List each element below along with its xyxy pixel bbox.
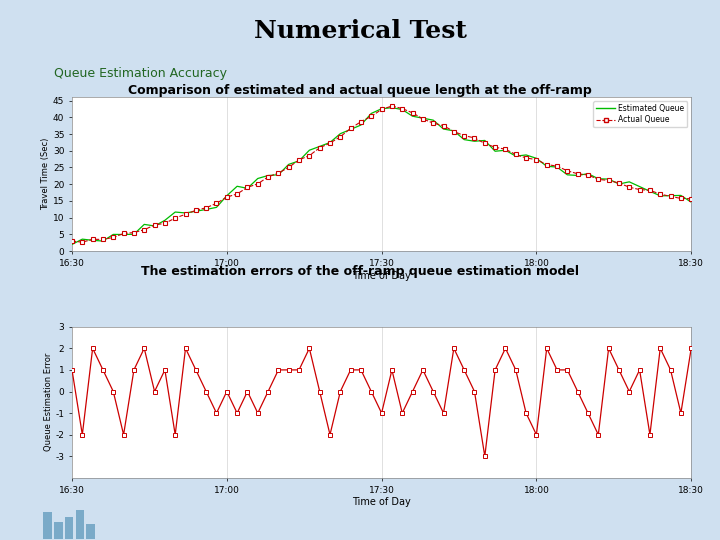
Bar	[65, 517, 73, 539]
Bar	[43, 512, 52, 539]
Bar	[54, 522, 63, 539]
Text: Queue Estimation Accuracy: Queue Estimation Accuracy	[54, 68, 227, 80]
Y-axis label: Travel Time (Sec): Travel Time (Sec)	[41, 138, 50, 211]
Text: Comparison of estimated and actual queue length at the off-ramp: Comparison of estimated and actual queue…	[128, 84, 592, 97]
X-axis label: Time of Day: Time of Day	[352, 271, 411, 280]
Y-axis label: Queue Estimation Error: Queue Estimation Error	[44, 353, 53, 451]
Legend: Estimated Queue, Actual Queue: Estimated Queue, Actual Queue	[593, 101, 688, 127]
Bar	[86, 524, 95, 539]
Text: The estimation errors of the off-ramp queue estimation model: The estimation errors of the off-ramp qu…	[141, 265, 579, 278]
X-axis label: Time of Day: Time of Day	[352, 497, 411, 507]
Text: Numerical Test: Numerical Test	[253, 19, 467, 43]
Bar	[76, 510, 84, 539]
